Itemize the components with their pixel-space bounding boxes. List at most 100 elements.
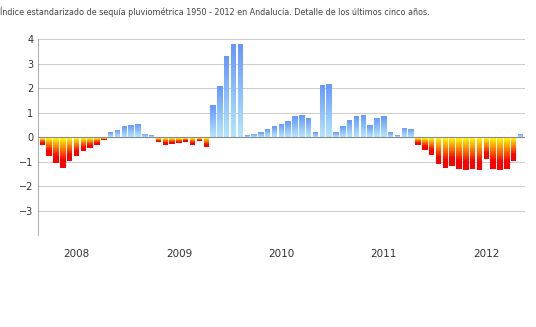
Bar (237, 70, 243, 71)
Bar (237, 127, 243, 128)
Bar (237, 110, 243, 111)
Bar (483, 141, 489, 142)
Bar (511, 137, 516, 138)
Bar (53, 159, 59, 160)
Bar (74, 139, 79, 140)
Bar (176, 142, 182, 143)
Bar (381, 118, 386, 119)
Bar (511, 152, 516, 153)
Bar (80, 145, 86, 146)
Bar (231, 120, 236, 121)
Bar (436, 155, 441, 156)
Bar (306, 124, 311, 125)
Bar (155, 141, 161, 142)
Bar (456, 143, 461, 144)
Bar (470, 142, 475, 143)
Bar (237, 46, 243, 47)
Bar (142, 135, 147, 136)
Bar (129, 131, 134, 132)
Bar (381, 130, 386, 131)
Bar (470, 165, 475, 166)
Bar (490, 153, 496, 154)
Bar (429, 150, 434, 151)
Bar (326, 101, 332, 102)
Bar (292, 128, 298, 129)
Bar (354, 119, 359, 120)
Bar (60, 165, 65, 166)
Bar (237, 102, 243, 103)
Bar (237, 77, 243, 78)
Bar (47, 145, 52, 146)
Bar (292, 136, 298, 137)
Bar (231, 109, 236, 110)
Bar (511, 154, 516, 155)
Bar (497, 137, 503, 138)
Bar (319, 120, 325, 121)
Bar (463, 138, 468, 139)
Bar (319, 114, 325, 115)
Bar (87, 141, 93, 142)
Bar (272, 127, 277, 128)
Bar (94, 137, 100, 138)
Bar (374, 132, 380, 133)
Bar (67, 155, 72, 156)
Bar (333, 136, 339, 137)
Bar (326, 94, 332, 95)
Bar (504, 162, 510, 163)
Bar (443, 160, 448, 161)
Bar (504, 137, 510, 138)
Bar (511, 159, 516, 160)
Bar (354, 131, 359, 132)
Bar (231, 114, 236, 115)
Bar (490, 143, 496, 144)
Bar (272, 132, 277, 133)
Bar (53, 155, 59, 156)
Bar (381, 131, 386, 132)
Bar (176, 138, 182, 139)
Bar (237, 108, 243, 109)
Bar (237, 136, 243, 137)
Bar (237, 84, 243, 85)
Bar (60, 160, 65, 161)
Bar (306, 129, 311, 130)
Bar (279, 126, 284, 127)
Bar (80, 147, 86, 148)
Bar (443, 141, 448, 142)
Bar (122, 126, 127, 127)
Bar (237, 75, 243, 76)
Bar (286, 126, 291, 127)
Bar (292, 116, 298, 117)
Bar (67, 153, 72, 154)
Bar (135, 132, 140, 133)
Bar (237, 107, 243, 108)
Bar (258, 133, 264, 134)
Bar (340, 134, 346, 135)
Bar (204, 146, 209, 147)
Bar (162, 139, 168, 140)
Bar (470, 156, 475, 157)
Bar (292, 124, 298, 125)
Bar (80, 149, 86, 150)
Bar (483, 150, 489, 151)
Bar (231, 100, 236, 101)
Bar (292, 122, 298, 123)
Bar (511, 138, 516, 139)
Bar (326, 99, 332, 100)
Bar (224, 66, 229, 67)
Bar (477, 146, 482, 147)
Bar (60, 149, 65, 150)
Bar (53, 156, 59, 157)
Bar (354, 116, 359, 117)
Bar (361, 128, 366, 129)
Bar (450, 141, 455, 142)
Bar (224, 78, 229, 79)
Bar (463, 159, 468, 160)
Bar (313, 135, 318, 136)
Bar (265, 130, 271, 131)
Bar (490, 167, 496, 168)
Bar (237, 81, 243, 82)
Bar (237, 51, 243, 52)
Bar (60, 150, 65, 151)
Bar (361, 123, 366, 124)
Bar (217, 129, 222, 130)
